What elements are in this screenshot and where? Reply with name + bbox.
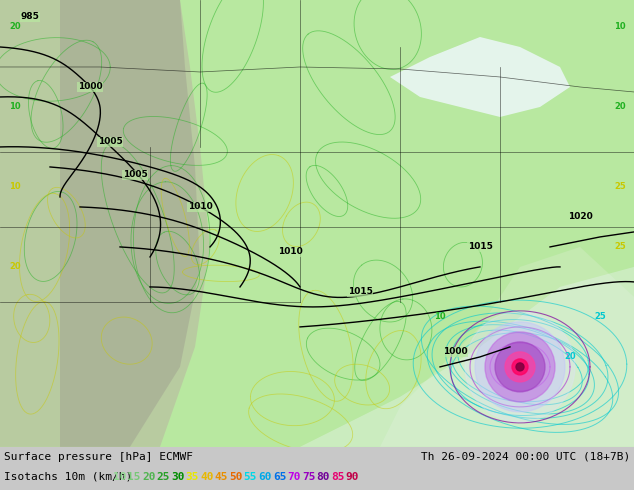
Polygon shape — [390, 37, 570, 117]
Text: 20: 20 — [9, 263, 21, 271]
Text: 1010: 1010 — [188, 202, 212, 212]
Polygon shape — [300, 267, 634, 447]
Text: Th 26-09-2024 00:00 UTC (18+7B): Th 26-09-2024 00:00 UTC (18+7B) — [421, 452, 630, 462]
Text: 35: 35 — [186, 472, 199, 482]
Text: 1010: 1010 — [278, 247, 302, 256]
Text: 1015: 1015 — [347, 288, 372, 296]
Circle shape — [495, 342, 545, 392]
Text: 90: 90 — [346, 472, 359, 482]
Text: 1020: 1020 — [567, 213, 592, 221]
Text: 15: 15 — [127, 472, 141, 482]
Text: 25: 25 — [157, 472, 170, 482]
Text: Surface pressure [hPa] ECMWF: Surface pressure [hPa] ECMWF — [4, 452, 193, 462]
Text: 20: 20 — [564, 352, 576, 362]
Text: 10: 10 — [614, 23, 626, 31]
Text: 25: 25 — [614, 182, 626, 192]
Circle shape — [505, 352, 535, 382]
Text: 25: 25 — [614, 243, 626, 251]
Text: 1005: 1005 — [98, 138, 122, 147]
Text: 985: 985 — [20, 13, 39, 22]
Text: 80: 80 — [316, 472, 330, 482]
Circle shape — [516, 363, 524, 371]
Polygon shape — [0, 0, 210, 447]
Text: 20: 20 — [9, 23, 21, 31]
Text: Isotachs 10m (km/h): Isotachs 10m (km/h) — [4, 472, 133, 482]
Circle shape — [485, 332, 555, 402]
Text: 10: 10 — [9, 102, 21, 111]
Text: 1000: 1000 — [443, 347, 467, 356]
Text: 70: 70 — [287, 472, 301, 482]
Text: 75: 75 — [302, 472, 315, 482]
Text: 1000: 1000 — [78, 82, 102, 92]
Circle shape — [475, 322, 565, 412]
Text: 10: 10 — [9, 182, 21, 192]
Text: 85: 85 — [331, 472, 344, 482]
Circle shape — [465, 312, 575, 422]
Circle shape — [512, 359, 528, 375]
Text: 55: 55 — [243, 472, 257, 482]
Polygon shape — [60, 0, 200, 447]
Text: 50: 50 — [230, 472, 243, 482]
Text: 65: 65 — [273, 472, 287, 482]
Text: 10: 10 — [434, 313, 446, 321]
Text: 1015: 1015 — [467, 243, 493, 251]
Text: 25: 25 — [594, 313, 606, 321]
Text: 40: 40 — [200, 472, 214, 482]
Text: 20: 20 — [142, 472, 155, 482]
Polygon shape — [380, 247, 634, 447]
Text: 20: 20 — [614, 102, 626, 111]
Text: 45: 45 — [215, 472, 228, 482]
Text: 1005: 1005 — [122, 171, 147, 179]
Text: 60: 60 — [258, 472, 272, 482]
Text: 10: 10 — [113, 472, 126, 482]
Text: 30: 30 — [171, 472, 184, 482]
